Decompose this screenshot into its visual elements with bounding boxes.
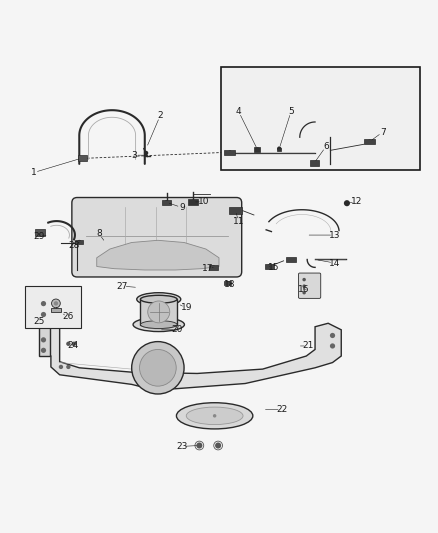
Circle shape	[144, 151, 148, 155]
Circle shape	[77, 240, 81, 244]
Bar	[224, 150, 235, 156]
Text: 15: 15	[268, 263, 279, 272]
Text: 17: 17	[202, 264, 214, 273]
Circle shape	[233, 208, 238, 213]
Circle shape	[66, 365, 71, 369]
Bar	[277, 148, 282, 151]
Bar	[221, 67, 420, 169]
Ellipse shape	[141, 321, 177, 328]
Text: 7: 7	[380, 127, 385, 136]
Bar	[229, 207, 242, 214]
Circle shape	[330, 343, 335, 349]
Circle shape	[226, 281, 230, 285]
Circle shape	[367, 140, 372, 144]
Circle shape	[41, 312, 46, 317]
Text: 22: 22	[277, 405, 288, 414]
Text: 27: 27	[117, 281, 128, 290]
Circle shape	[41, 348, 46, 353]
Circle shape	[41, 301, 46, 306]
Circle shape	[302, 278, 306, 281]
Circle shape	[54, 301, 58, 305]
Text: 20: 20	[172, 325, 183, 334]
Bar	[162, 200, 171, 205]
Bar	[51, 308, 61, 312]
Bar	[188, 199, 198, 205]
Text: 1: 1	[31, 168, 36, 177]
Bar	[310, 160, 318, 166]
Text: 16: 16	[298, 285, 310, 294]
Text: 4: 4	[236, 107, 241, 116]
Text: 24: 24	[67, 342, 78, 351]
Bar	[254, 147, 261, 152]
Polygon shape	[97, 240, 219, 270]
Text: 11: 11	[233, 217, 244, 227]
Bar	[75, 240, 83, 245]
Circle shape	[132, 342, 184, 394]
FancyBboxPatch shape	[298, 273, 321, 298]
Polygon shape	[141, 299, 177, 325]
Text: 6: 6	[323, 142, 329, 151]
Text: 26: 26	[63, 312, 74, 321]
Circle shape	[81, 156, 86, 160]
Circle shape	[140, 350, 176, 386]
Bar	[35, 229, 45, 236]
Circle shape	[344, 200, 350, 206]
Polygon shape	[42, 295, 341, 389]
Circle shape	[215, 442, 221, 449]
Ellipse shape	[186, 407, 243, 425]
Text: 8: 8	[96, 229, 102, 238]
Text: 25: 25	[33, 317, 45, 326]
Circle shape	[164, 200, 169, 205]
Text: 13: 13	[329, 231, 340, 239]
Circle shape	[52, 299, 60, 308]
Circle shape	[59, 365, 63, 369]
Text: 12: 12	[351, 197, 362, 206]
Ellipse shape	[141, 295, 177, 303]
Text: 3: 3	[131, 151, 137, 160]
Circle shape	[211, 265, 215, 270]
Circle shape	[312, 161, 316, 165]
Circle shape	[302, 285, 306, 288]
Circle shape	[66, 342, 71, 346]
Ellipse shape	[137, 293, 181, 306]
Text: 5: 5	[288, 107, 294, 116]
Text: 9: 9	[179, 203, 185, 212]
Ellipse shape	[177, 403, 253, 429]
FancyBboxPatch shape	[72, 198, 242, 277]
Circle shape	[267, 264, 272, 269]
Circle shape	[277, 147, 282, 151]
Text: 21: 21	[303, 342, 314, 351]
Text: 28: 28	[68, 241, 80, 250]
Ellipse shape	[148, 301, 170, 323]
Bar	[78, 156, 87, 161]
Bar	[209, 265, 218, 270]
Ellipse shape	[141, 320, 177, 329]
Circle shape	[302, 291, 306, 294]
Text: 10: 10	[198, 197, 209, 206]
Bar	[39, 297, 49, 356]
Circle shape	[228, 150, 232, 155]
Circle shape	[255, 147, 260, 152]
Text: 14: 14	[329, 259, 340, 268]
Circle shape	[196, 442, 202, 449]
Text: 2: 2	[157, 111, 163, 120]
Circle shape	[41, 337, 46, 343]
Text: 23: 23	[176, 442, 187, 451]
Text: 29: 29	[33, 232, 45, 241]
Bar	[265, 264, 274, 269]
Bar	[224, 281, 231, 285]
Bar	[25, 286, 81, 328]
Text: 18: 18	[224, 280, 236, 289]
Bar	[364, 139, 375, 144]
Ellipse shape	[133, 318, 184, 332]
Bar	[286, 257, 296, 262]
Circle shape	[191, 200, 195, 204]
Circle shape	[213, 414, 216, 417]
Text: 19: 19	[180, 303, 192, 312]
Ellipse shape	[144, 295, 173, 303]
Circle shape	[72, 342, 76, 346]
Circle shape	[330, 333, 335, 338]
